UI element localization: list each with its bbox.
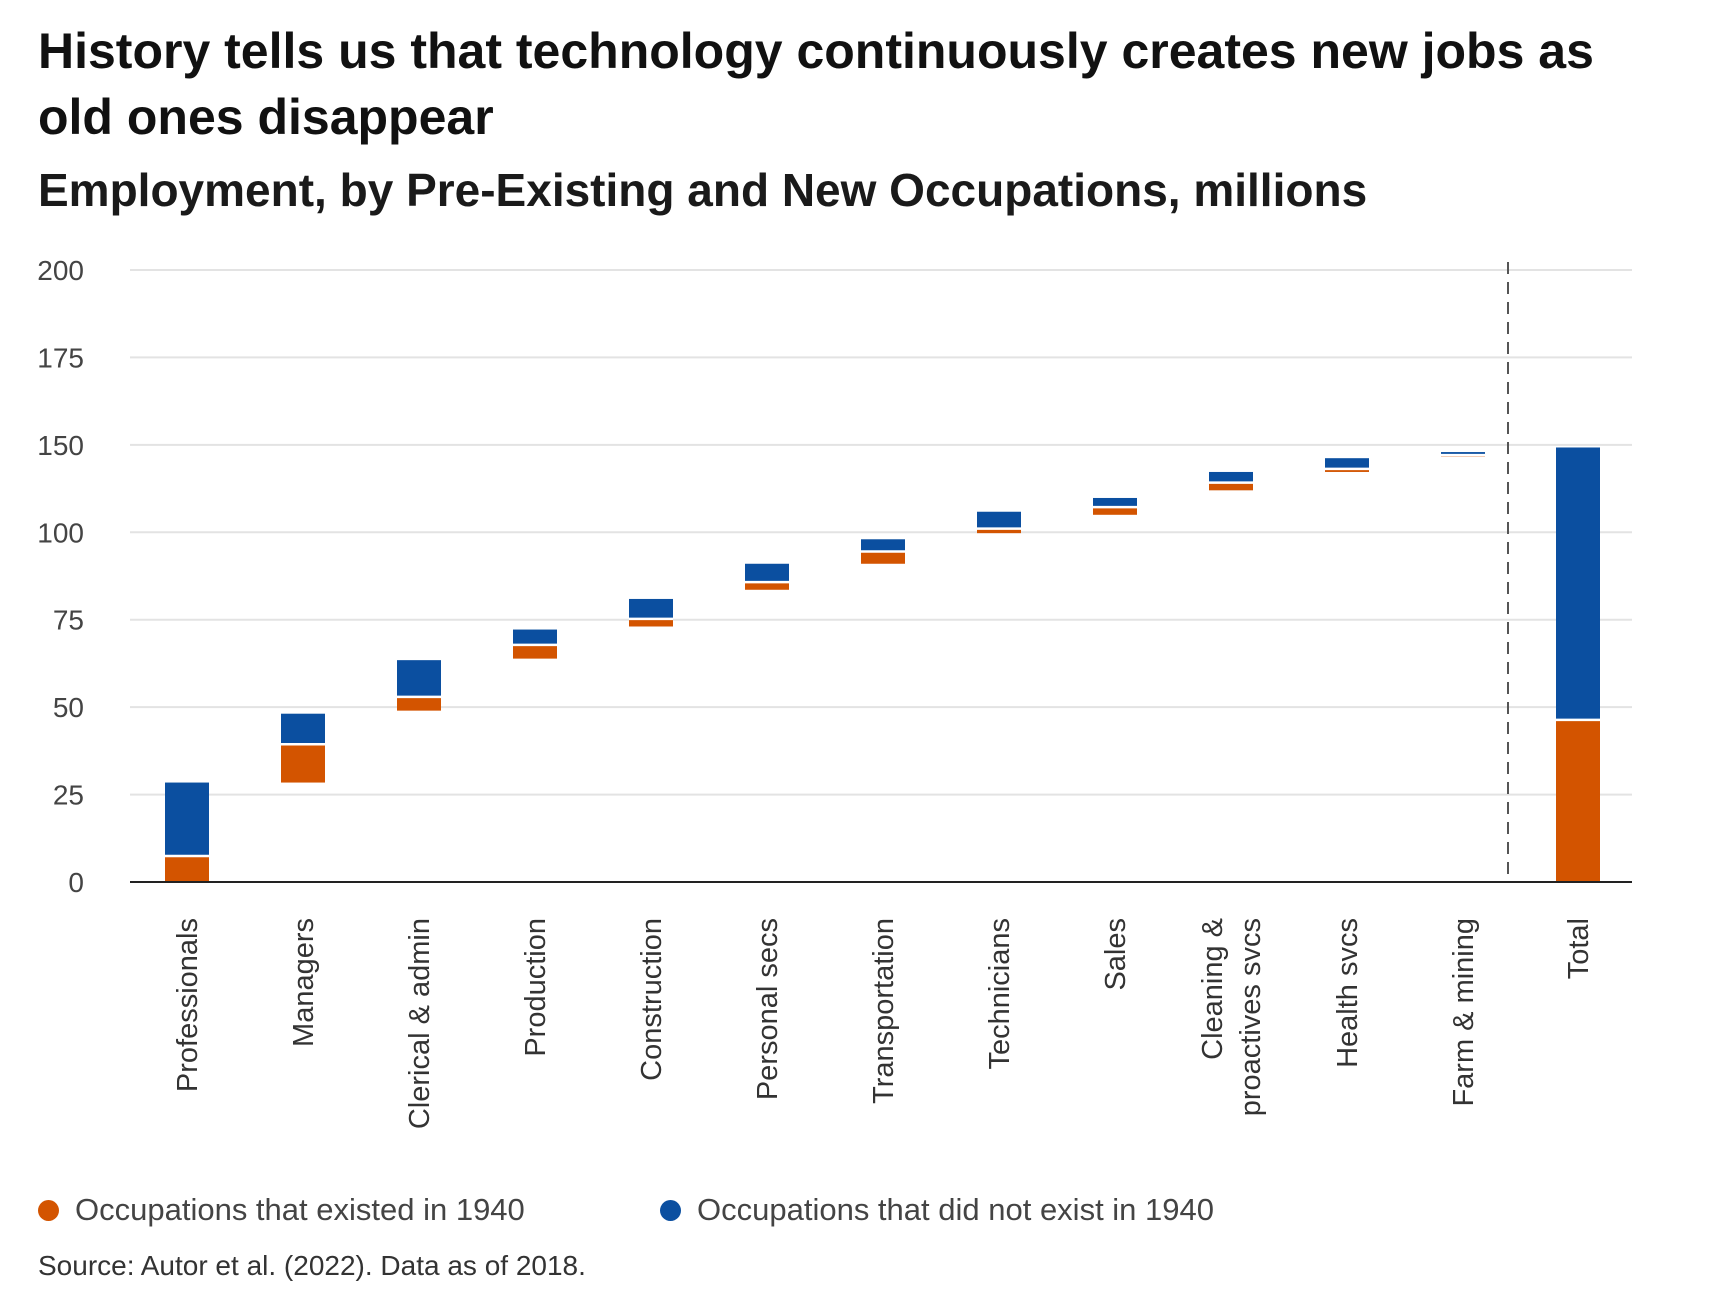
bar-existed-sales [1093,507,1137,515]
bar-new-cleaning-proactives-svcs [1209,471,1253,483]
bar-new-transportation [861,539,905,552]
chart-subtitle: Employment, by Pre-Existing and New Occu… [38,164,1368,216]
x-category-label: proactives svcs [1235,918,1267,1116]
bars [165,447,1600,882]
y-tick-label: 50 [53,692,84,723]
x-category-label: Construction [636,918,668,1081]
bar-new-production [513,629,557,645]
bar-existed-clerical-admin [397,696,441,711]
axes: 0 25 50 75 100 150 175 200 [37,255,1632,898]
legend-label-new: Occupations that did not exist in 1940 [697,1192,1214,1227]
bar-existed-professionals [165,855,209,882]
x-category-label: Technicians [984,918,1016,1070]
x-category-label: Professionals [172,918,204,1092]
y-tick-label: 175 [37,342,84,373]
x-category-label: Managers [288,918,320,1047]
legend-dot-existed-icon [38,1199,59,1221]
x-category-label: Farm & mining [1448,918,1480,1107]
bar-existed-total [1556,719,1600,882]
gridlines [130,269,1632,796]
source-note: Source: Autor et al. (2022). Data as of … [38,1250,586,1281]
bar-new-personal-secs [745,563,789,583]
x-category-label: Production [520,918,552,1057]
chart-title: History tells us that technology continu… [38,23,1594,145]
waterfall-chart: 0 25 50 75 100 150 175 200 Professionals Manager… [37,255,1632,1129]
bar-existed-production [513,644,557,659]
bar-new-sales [1093,497,1137,508]
bar-existed-health-svcs [1325,468,1369,472]
bar-existed-managers [281,744,325,783]
bar-new-clerical-admin [397,660,441,697]
bar-new-health-svcs [1325,458,1369,469]
legend-item-new: Occupations that did not exist in 1940 [660,1192,1214,1228]
y-tick-label: 75 [53,605,84,636]
bar-existed-cleaning-proactives-svcs [1209,482,1253,491]
y-tick-label: 200 [37,255,84,286]
y-tick-label: 25 [53,780,84,811]
category-labels: Professionals Managers Clerical & admin Pro… [172,918,1595,1129]
legend-dot-new-icon [660,1199,681,1221]
x-category-label: Total [1563,918,1595,979]
y-tick-label: 150 [37,430,84,461]
x-category-label: Sales [1100,918,1132,991]
bar-existed-construction [629,618,673,627]
y-tick-label: 100 [37,517,84,548]
x-category-label: Health svcs [1332,918,1364,1068]
bar-new-total [1556,447,1600,720]
bar-new-managers [281,713,325,745]
bar-existed-personal-secs [745,582,789,590]
bar-existed-technicians [977,528,1021,534]
bar-new-technicians [977,511,1021,529]
bar-new-construction [629,598,673,619]
bar-existed-transportation [861,551,905,564]
x-category-label: Clerical & admin [404,918,436,1129]
x-category-label: Personal secs [752,918,784,1100]
y-tick-label: 0 [68,867,84,898]
x-category-label: Cleaning & [1197,918,1229,1060]
legend-item-existed: Occupations that existed in 1940 [38,1192,525,1228]
bar-new-professionals [165,782,209,856]
legend-label-existed: Occupations that existed in 1940 [75,1192,525,1227]
x-category-label: Transportation [868,918,900,1104]
bar-new-farm-mining [1441,452,1485,456]
